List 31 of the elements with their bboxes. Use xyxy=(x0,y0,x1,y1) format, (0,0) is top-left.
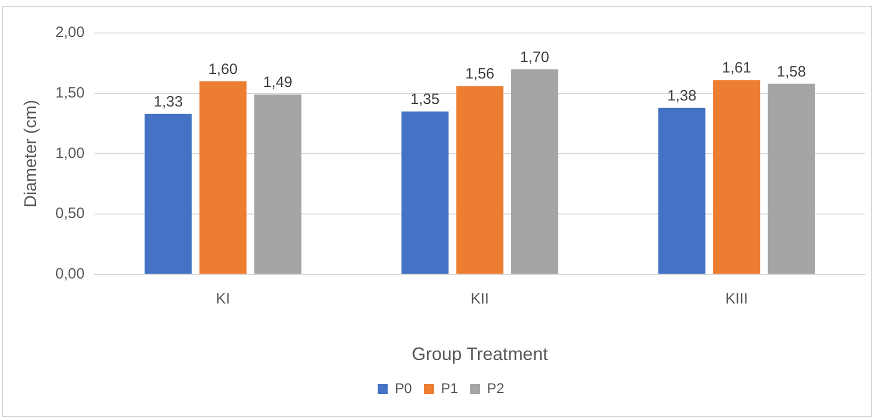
bar xyxy=(768,84,815,274)
data-label: 1,60 xyxy=(208,60,238,78)
legend-label: P2 xyxy=(487,380,504,396)
data-label: 1,70 xyxy=(520,48,550,66)
data-label: 1,33 xyxy=(154,94,183,111)
bar xyxy=(456,86,504,274)
bar xyxy=(144,114,192,274)
y-tick-label: 1,00 xyxy=(55,144,85,162)
bar xyxy=(511,69,558,274)
bar xyxy=(658,108,706,274)
y-tick-label: 2,00 xyxy=(55,24,85,42)
bar xyxy=(401,111,449,274)
y-axis-title: Diameter (cm) xyxy=(20,100,40,208)
y-tick-label: 1,50 xyxy=(55,84,85,102)
legend-label: P1 xyxy=(440,380,458,396)
x-tick-label: KI xyxy=(216,290,230,308)
data-label: 1,35 xyxy=(410,91,440,108)
data-label: 1,49 xyxy=(263,74,292,92)
x-tick-label: KIII xyxy=(725,290,748,308)
x-axis-title: Group Treatment xyxy=(412,344,548,364)
data-label: 1,38 xyxy=(667,87,696,104)
bar xyxy=(199,81,247,274)
x-tick-label: KII xyxy=(470,290,489,308)
y-tick-label: 0,00 xyxy=(55,266,85,283)
data-label: 1,58 xyxy=(776,63,806,80)
data-label: 1,61 xyxy=(722,60,752,77)
bar xyxy=(254,94,302,274)
legend-label: P0 xyxy=(394,380,412,396)
y-tick-label: 0,50 xyxy=(55,205,85,222)
bar xyxy=(713,80,760,274)
data-label: 1,56 xyxy=(465,66,494,83)
